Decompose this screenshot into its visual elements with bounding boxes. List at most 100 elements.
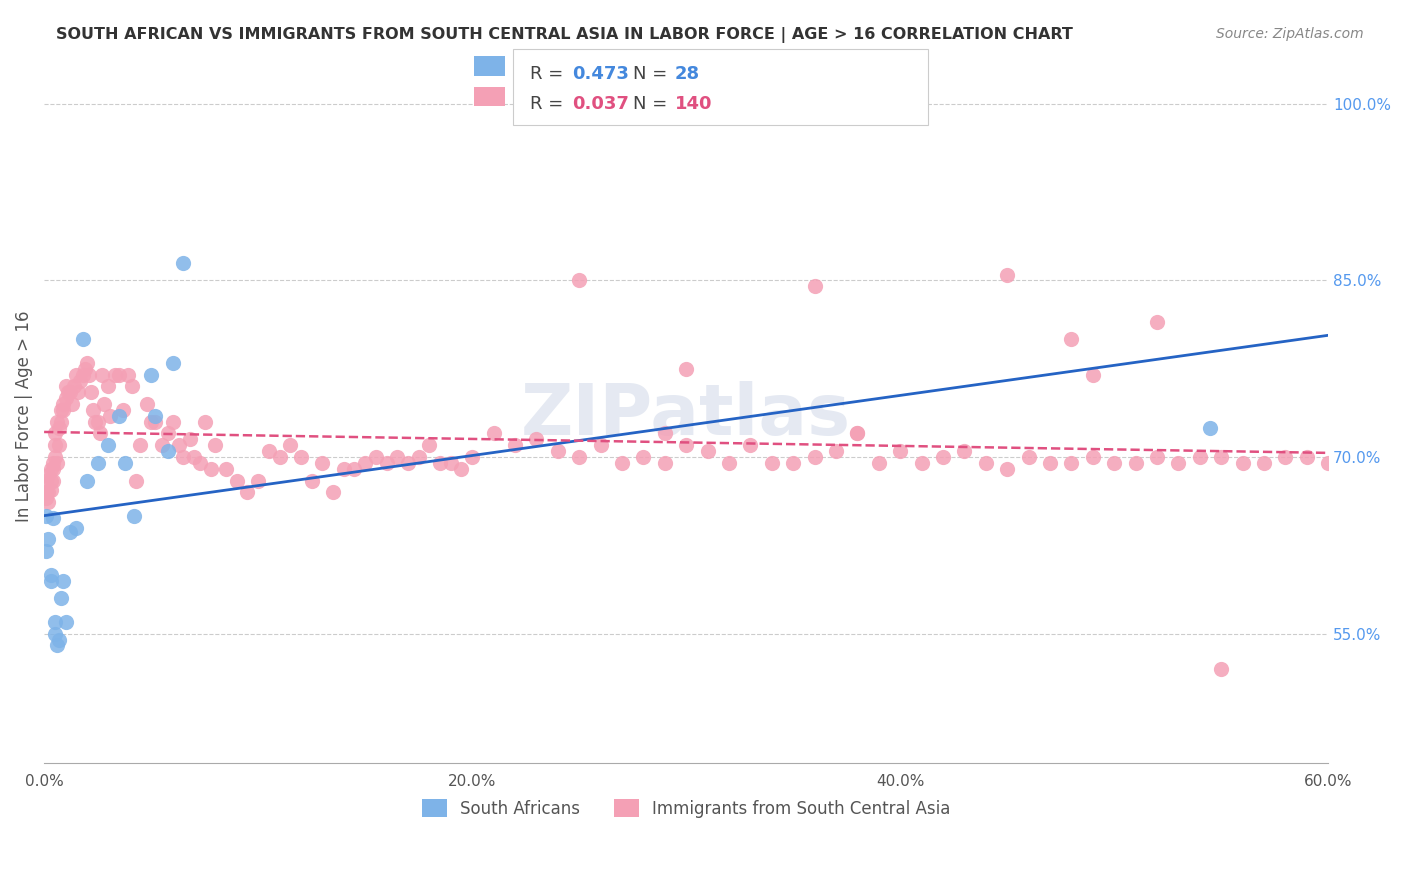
- Point: [461, 450, 484, 464]
- Point: [408, 450, 430, 464]
- Point: [1317, 456, 1340, 470]
- Point: [162, 415, 184, 429]
- Point: [150, 438, 173, 452]
- Point: [194, 415, 217, 429]
- Point: [167, 438, 190, 452]
- Point: [1146, 315, 1168, 329]
- Point: [675, 361, 697, 376]
- Point: [52, 574, 75, 588]
- Point: [846, 426, 869, 441]
- Point: [225, 474, 247, 488]
- Point: [247, 474, 270, 488]
- Text: 28: 28: [675, 65, 700, 83]
- Point: [44, 615, 66, 629]
- Point: [995, 268, 1018, 282]
- Point: [35, 491, 58, 506]
- Point: [1081, 368, 1104, 382]
- Point: [179, 433, 201, 447]
- Point: [157, 444, 180, 458]
- Point: [39, 462, 62, 476]
- Point: [93, 397, 115, 411]
- Point: [48, 438, 70, 452]
- Point: [84, 415, 107, 429]
- Point: [145, 415, 167, 429]
- Point: [1188, 450, 1211, 464]
- Point: [654, 426, 676, 441]
- Point: [269, 450, 291, 464]
- Point: [547, 444, 569, 458]
- Point: [364, 450, 387, 464]
- Point: [1081, 450, 1104, 464]
- Point: [59, 385, 82, 400]
- Point: [37, 533, 59, 547]
- Point: [761, 456, 783, 470]
- Point: [172, 450, 194, 464]
- Point: [803, 279, 825, 293]
- Point: [37, 495, 59, 509]
- Point: [73, 361, 96, 376]
- Y-axis label: In Labor Force | Age > 16: In Labor Force | Age > 16: [15, 310, 32, 522]
- Point: [46, 639, 69, 653]
- Point: [76, 474, 98, 488]
- Point: [89, 426, 111, 441]
- Text: N =: N =: [633, 95, 672, 113]
- Point: [1295, 450, 1317, 464]
- Point: [204, 438, 226, 452]
- Point: [354, 456, 377, 470]
- Point: [200, 462, 222, 476]
- Point: [55, 615, 77, 629]
- Point: [375, 456, 398, 470]
- Point: [524, 433, 547, 447]
- Point: [37, 485, 59, 500]
- Point: [139, 368, 162, 382]
- Point: [1211, 450, 1233, 464]
- Point: [69, 374, 91, 388]
- Point: [51, 415, 73, 429]
- Point: [568, 273, 591, 287]
- Point: [1039, 456, 1062, 470]
- Point: [290, 450, 312, 464]
- Point: [717, 456, 740, 470]
- Point: [48, 632, 70, 647]
- Point: [77, 368, 100, 382]
- Point: [37, 467, 59, 482]
- Point: [52, 403, 75, 417]
- Point: [162, 356, 184, 370]
- Point: [846, 426, 869, 441]
- Point: [39, 567, 62, 582]
- Point: [44, 438, 66, 452]
- Text: Source: ZipAtlas.com: Source: ZipAtlas.com: [1216, 27, 1364, 41]
- Point: [76, 356, 98, 370]
- Point: [932, 450, 955, 464]
- Text: N =: N =: [633, 65, 672, 83]
- Text: 0.473: 0.473: [572, 65, 628, 83]
- Point: [145, 409, 167, 423]
- Point: [429, 456, 451, 470]
- Point: [67, 385, 90, 400]
- Point: [696, 444, 718, 458]
- Point: [740, 438, 762, 452]
- Point: [41, 474, 63, 488]
- Point: [41, 456, 63, 470]
- Point: [1167, 456, 1189, 470]
- Point: [39, 574, 62, 588]
- Point: [236, 485, 259, 500]
- Point: [1060, 332, 1083, 346]
- Point: [322, 485, 344, 500]
- Point: [278, 438, 301, 452]
- Point: [41, 511, 63, 525]
- Point: [56, 385, 79, 400]
- Text: 0.037: 0.037: [572, 95, 628, 113]
- Text: ZIPatlas: ZIPatlas: [522, 381, 851, 450]
- Point: [450, 462, 472, 476]
- Point: [39, 474, 62, 488]
- Point: [503, 438, 526, 452]
- Point: [889, 444, 911, 458]
- Point: [65, 521, 87, 535]
- Point: [589, 438, 612, 452]
- Point: [1274, 450, 1296, 464]
- Point: [41, 462, 63, 476]
- Point: [97, 438, 120, 452]
- Point: [782, 456, 804, 470]
- Point: [974, 456, 997, 470]
